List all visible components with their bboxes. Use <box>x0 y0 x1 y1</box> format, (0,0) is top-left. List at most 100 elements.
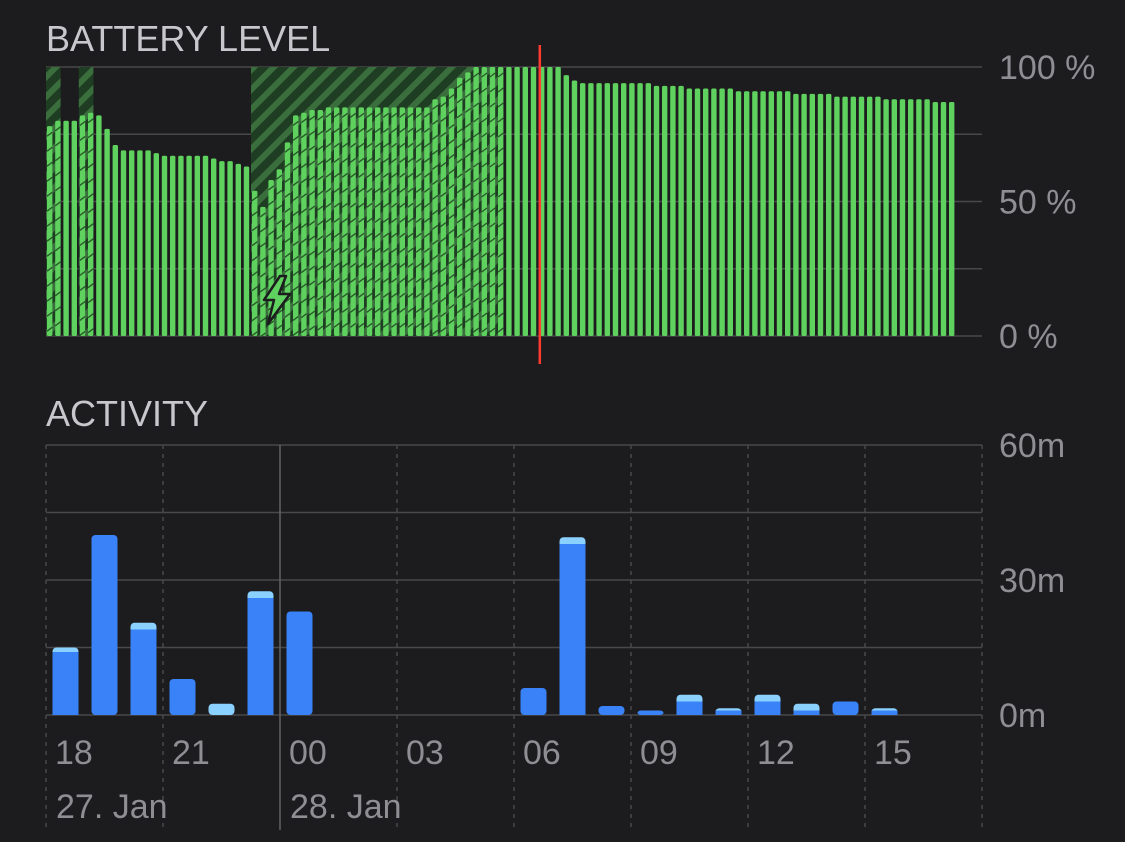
charging-stripe <box>390 232 398 238</box>
day-label: 27. Jan <box>56 788 168 826</box>
charging-stripe <box>308 235 316 241</box>
battery-bar-fill <box>653 85 660 336</box>
charging-stripe <box>407 307 414 313</box>
charging-stripe <box>46 191 53 197</box>
charging-stripe <box>341 307 349 313</box>
charging-stripe <box>423 127 431 133</box>
activity-bar <box>793 703 820 715</box>
battery-bar-fill <box>916 99 922 336</box>
charging-stripe <box>317 295 324 301</box>
battery-bar <box>522 67 528 336</box>
charging-stripe <box>472 237 480 243</box>
charging-stripe <box>448 108 455 115</box>
charging-stripe <box>300 223 308 229</box>
battery-bar-fill <box>899 99 906 336</box>
charging-stripe <box>300 328 308 334</box>
battery-bar-fill <box>145 150 151 336</box>
battery-bar <box>637 83 643 336</box>
battery-bar-fill <box>694 88 701 337</box>
activity-x-tick: 12 <box>757 734 795 772</box>
charging-stripe <box>292 255 299 261</box>
charging-stripe <box>46 176 53 182</box>
charging-stripe <box>317 175 324 181</box>
battery-bar-fill <box>219 161 225 336</box>
charging-stripe <box>251 316 258 322</box>
charging-stripe <box>300 268 308 274</box>
charging-stripe <box>390 277 398 283</box>
charging-stripe <box>54 126 62 132</box>
battery-bar <box>448 88 455 337</box>
battery-bar <box>251 190 258 337</box>
charging-stripe <box>358 112 365 118</box>
charging-stripe <box>251 256 258 262</box>
activity-x-tick: 21 <box>172 734 210 772</box>
battery-bar <box>472 67 480 336</box>
activity-bar-dark <box>286 611 313 715</box>
battery-bar <box>571 80 578 336</box>
charging-stripe <box>431 149 439 155</box>
charging-stripe <box>472 87 480 93</box>
battery-bar-fill <box>908 99 914 336</box>
charging-stripe <box>333 232 340 238</box>
activity-bar <box>169 679 196 715</box>
charging-stripe <box>374 202 381 208</box>
charging-stripe <box>349 307 357 313</box>
charging-stripe <box>472 312 480 318</box>
activity-bar <box>715 708 742 715</box>
charging-stripe <box>472 192 480 198</box>
battery-bar-fill <box>498 67 504 336</box>
charging-stripe <box>440 252 447 258</box>
charging-stripe <box>87 223 94 229</box>
charging-stripe <box>407 187 414 193</box>
charging-stripe <box>358 262 365 268</box>
charging-stripe <box>399 307 406 313</box>
activity-x-tick: 18 <box>55 734 93 772</box>
battery-bar-fill <box>621 83 627 336</box>
charging-stripe <box>407 262 414 268</box>
battery-bar-fill <box>809 93 815 337</box>
charging-stripe <box>407 322 414 328</box>
battery-bar-fill <box>473 67 479 336</box>
charging-stripe <box>382 292 390 298</box>
charging-stripe <box>382 247 390 253</box>
charging-stripe <box>415 262 422 268</box>
charging-stripe <box>448 243 455 250</box>
charging-stripe <box>325 127 332 133</box>
charging-stripe <box>251 241 258 247</box>
charging-stripe <box>79 330 86 336</box>
charging-stripe <box>440 222 447 228</box>
battery-bar <box>842 96 848 336</box>
battery-bar <box>596 83 602 336</box>
battery-bar-fill <box>194 155 200 336</box>
charging-stripe <box>472 252 480 258</box>
charging-stripe <box>472 222 480 228</box>
charging-stripe <box>456 263 463 269</box>
activity-y-tick: 0m <box>999 697 1046 735</box>
charging-stripe <box>267 185 275 191</box>
battery-bar-fill <box>178 155 184 336</box>
charging-stripe <box>341 172 349 178</box>
charging-stripe <box>276 264 283 270</box>
battery-bar <box>423 107 431 336</box>
activity-bar-seam <box>754 701 781 704</box>
charging-stripe <box>349 112 357 118</box>
charging-stripe <box>292 300 299 306</box>
charging-stripe <box>325 112 332 118</box>
battery-bar <box>390 107 398 336</box>
charging-stripe <box>489 312 496 318</box>
charging-stripe <box>325 187 332 193</box>
charging-stripe <box>440 282 447 288</box>
charging-stripe <box>431 284 439 290</box>
activity-bars <box>52 535 898 715</box>
charging-stripe <box>87 133 94 139</box>
charging-stripe <box>284 327 291 333</box>
charging-stripe <box>440 117 447 123</box>
charging-stripe <box>464 302 472 308</box>
charging-stripe <box>349 172 357 178</box>
activity-bar <box>676 694 703 715</box>
charging-stripe <box>54 261 62 267</box>
battery-bar <box>366 107 373 336</box>
charging-stripe <box>382 202 390 208</box>
charging-stripe <box>431 299 439 305</box>
charging-stripe <box>292 270 299 276</box>
